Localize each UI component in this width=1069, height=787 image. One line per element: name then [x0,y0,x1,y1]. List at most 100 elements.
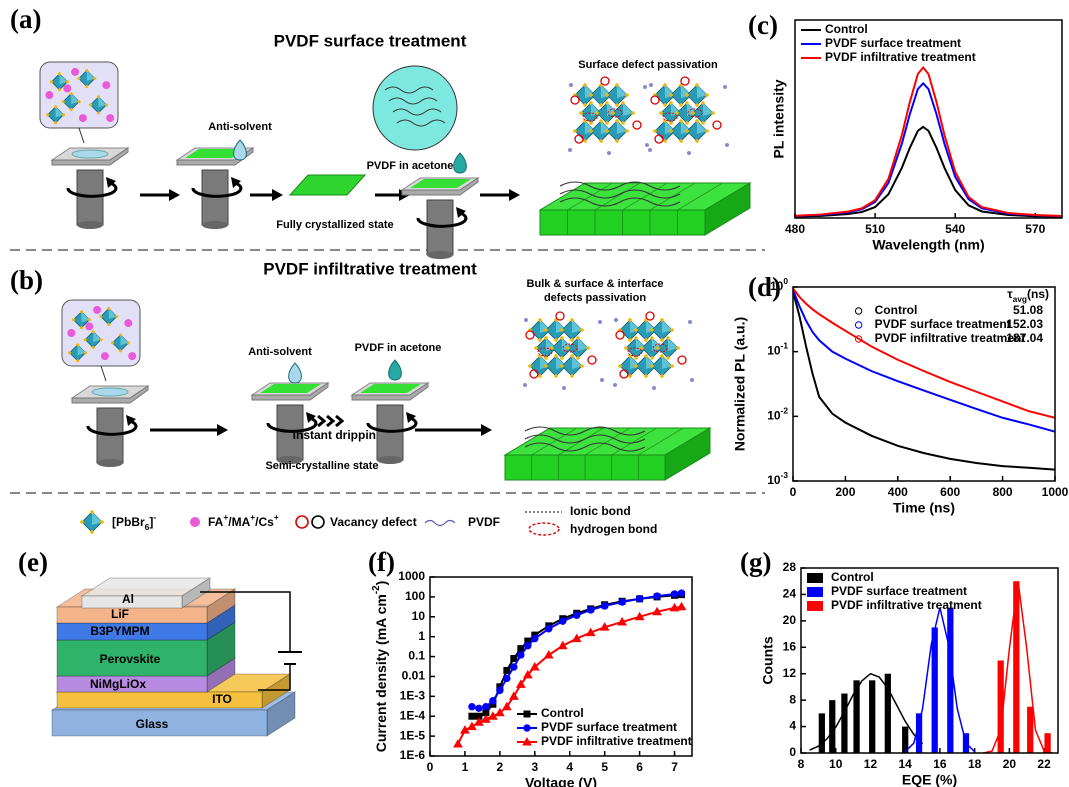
chevron [317,414,327,428]
legend-label: Control [875,303,918,317]
marker [474,717,484,726]
pvdf-dot [649,83,653,87]
halide [670,328,674,332]
layer-label: NiMgLiOx [90,677,146,691]
x-tick-label: 1000 [1042,485,1069,499]
halide [84,351,88,355]
halide [621,121,625,125]
droplet [453,152,467,174]
rotation [66,181,118,198]
marker [617,616,627,626]
halide [580,364,584,368]
halide [89,103,92,107]
halide [605,121,609,125]
y-tick-label: 1E-5 [400,728,426,742]
y-tick-label: 4 [789,719,796,733]
halide [589,129,593,133]
halide [695,139,699,143]
plot-frame [794,19,1063,219]
rotation [416,211,468,228]
panel-label: (d) [748,272,781,302]
vacancy [600,76,610,86]
perovskite-layer [56,639,208,677]
chevron [335,414,345,428]
halide [579,111,583,115]
y-tick-label: 8 [789,692,796,706]
panel-label: (b) [10,265,43,295]
y-tick-label: 16 [783,639,797,653]
marker [543,649,554,659]
halide [625,93,629,97]
tau-header: τavg(ns) [1007,287,1049,304]
legend-text: Ionic bond [570,504,631,518]
marker [515,679,526,688]
x-tick-label: 2 [497,760,504,774]
vacancy [712,120,722,130]
y-tick-label: 24 [783,587,797,601]
x-tick-label: 3 [531,760,538,774]
pvdf-dot [687,151,691,155]
vacancy [650,95,660,105]
halide [85,85,89,88]
label: PVDF in acetone [355,342,442,354]
halide [544,364,548,368]
slab-grid [584,427,631,456]
octahedron-face [59,73,68,85]
marker [531,634,539,643]
marker [475,704,483,713]
label: Instant dripping [293,428,384,442]
halide [685,93,689,97]
marker [510,654,518,662]
film [410,179,471,188]
marker [600,602,609,610]
legend-text: PVDF [468,515,500,529]
film [288,174,367,196]
hbond [687,108,703,118]
octahedron-face [77,344,86,356]
halide [599,139,603,143]
bar [931,627,938,753]
y-tick-label: 12 [783,666,797,680]
plot-frame [800,567,1059,754]
halide [554,374,558,378]
halide [119,333,122,337]
pvdf-dot [643,85,647,89]
x-tick-label: 14 [899,757,913,771]
cation [85,322,94,331]
droplet [288,362,302,384]
x-tick-label: 16 [933,757,947,771]
halide [54,105,58,109]
slab-grid [611,427,657,456]
vacancy [632,120,642,130]
cation [45,91,54,99]
halide [621,101,625,105]
halide [97,111,100,115]
text-part: avg [1013,294,1027,304]
halide [634,356,638,360]
lif-layer [56,606,208,624]
vacancy-icon [295,515,309,529]
marker [503,666,511,674]
y-tick-label: 1 [418,629,425,643]
x-tick-label: 0 [427,760,434,774]
x-tick-label: 0 [790,485,797,499]
y-tick-label: 0.1 [408,649,425,663]
halide [80,520,84,524]
pvdf-chain [388,97,438,105]
label: defects passivation [544,292,646,304]
x-tick-label: 400 [888,485,908,499]
coater-shaft-top [427,251,453,259]
cation [67,329,76,337]
x-tick-label: 4 [566,760,573,774]
halide [628,374,632,378]
halide [695,103,699,107]
y-axis-title: Normalized PL (a.u.) [732,317,748,451]
halide [669,129,673,133]
arrow-head [509,189,520,201]
text-part: τ [1007,287,1013,301]
y-tick-label: 1E-6 [400,748,426,762]
pvdf-chain [384,86,434,94]
legend-swatch [807,573,823,583]
halide [663,119,667,123]
text-part: -1 [781,341,789,351]
